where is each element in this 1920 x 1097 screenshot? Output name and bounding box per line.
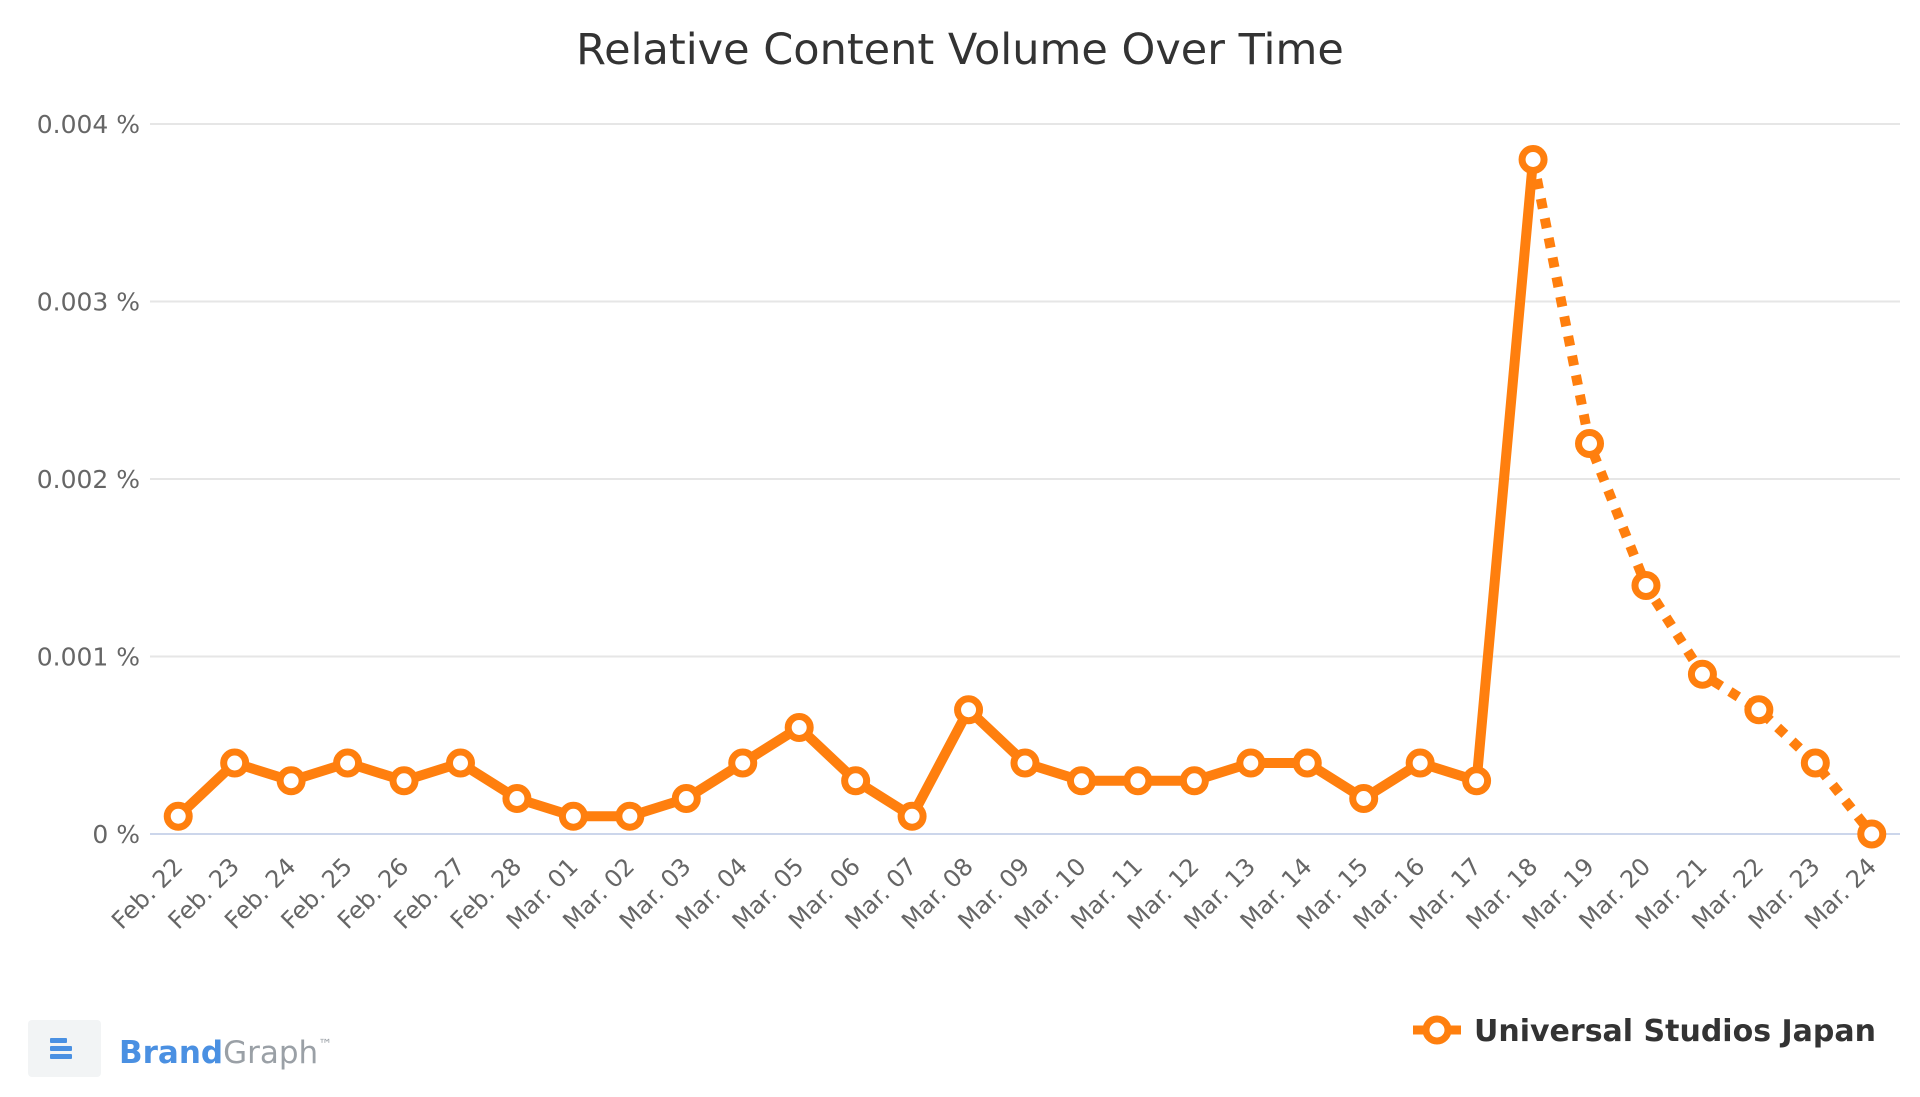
y-tick-label: 0.003 % [37,288,140,317]
data-point[interactable] [163,801,193,831]
grid-lines [150,123,1900,835]
data-point[interactable] [276,766,306,796]
data-points [163,145,1887,849]
brand-name: BrandGraph™ [119,1035,332,1071]
data-point[interactable] [1066,766,1096,796]
data-point[interactable] [445,748,475,778]
data-point[interactable] [671,784,701,813]
data-point[interactable] [1123,766,1153,796]
data-point[interactable] [389,766,419,796]
data-point[interactable] [784,713,814,742]
data-point[interactable] [1405,748,1435,778]
data-point[interactable] [502,784,532,813]
y-tick-label: 0 % [92,820,140,849]
y-tick-label: 0.001 % [37,643,140,672]
data-point[interactable] [1010,748,1040,778]
series-line-dashed [1528,158,1876,838]
y-tick-label: 0.002 % [37,465,140,494]
legend[interactable]: Universal Studios Japan [1413,1014,1876,1049]
legend-label: Universal Studios Japan [1474,1014,1876,1049]
series-line-solid [173,154,1539,822]
series-universal-studios-japan [173,154,1876,838]
data-point[interactable] [220,748,250,778]
legend-marker-icon [1422,1015,1452,1045]
data-point[interactable] [1744,695,1774,725]
y-axis-ticks: 0 % 0.001 % 0.002 % 0.003 % 0.004 % [37,110,140,849]
data-point[interactable] [1800,748,1830,778]
y-tick-label: 0.004 % [37,110,140,139]
brand-trademark: ™ [318,1037,332,1053]
brandgraph-logo-icon [28,1020,101,1077]
data-point[interactable] [615,801,645,831]
data-point[interactable] [1857,819,1887,849]
brand-name-part1: Brand [119,1035,223,1071]
data-point[interactable] [1292,748,1322,778]
data-point[interactable] [1518,145,1548,174]
data-point[interactable] [1575,429,1605,458]
data-point[interactable] [897,801,927,831]
brand-logo: BrandGraph™ [28,1020,332,1077]
data-point[interactable] [954,695,984,725]
data-point[interactable] [333,748,363,778]
brand-name-part2: Graph [223,1035,318,1071]
data-point[interactable] [1236,748,1266,778]
data-point[interactable] [841,766,871,796]
data-point[interactable] [1687,659,1717,689]
data-point[interactable] [1462,766,1492,796]
data-point[interactable] [1631,571,1661,600]
data-point[interactable] [1349,784,1379,813]
chart-title: Relative Content Volume Over Time [576,25,1344,75]
data-point[interactable] [728,748,758,778]
data-point[interactable] [1179,766,1209,796]
data-point[interactable] [558,801,588,831]
